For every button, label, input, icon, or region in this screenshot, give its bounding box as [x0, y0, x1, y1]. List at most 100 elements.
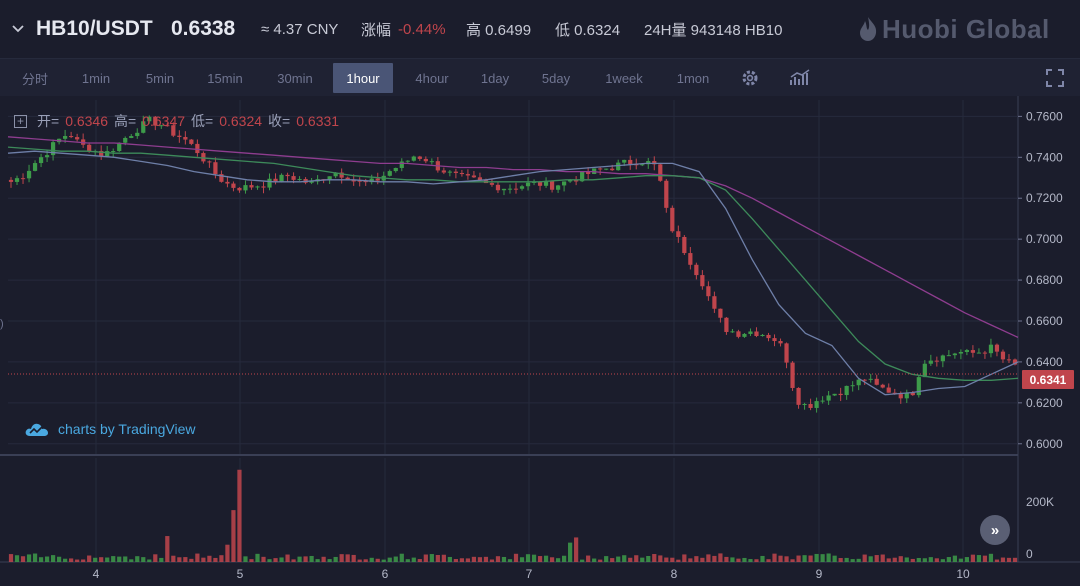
candle-body: [832, 393, 837, 396]
candle-body: [844, 385, 849, 396]
toggle-legend-icon[interactable]: +: [14, 114, 27, 128]
candle-body: [129, 136, 134, 138]
candle-body: [171, 125, 176, 136]
volume-bar: [513, 553, 519, 562]
volume-bar: [904, 557, 909, 562]
timeframe-5min[interactable]: 5min: [145, 70, 175, 86]
volume-bar: [525, 554, 531, 562]
panel-handle-icon[interactable]: ): [0, 318, 4, 330]
candle-body: [417, 156, 422, 159]
timeframe-30min[interactable]: 30min: [277, 70, 313, 86]
high-value: 0.6347: [142, 113, 186, 129]
last-price: 0.6338: [171, 17, 236, 40]
fullscreen-icon[interactable]: [1042, 65, 1068, 91]
volume-bar: [586, 555, 591, 562]
ticker-bar: HB10/USDT 0.6338 ≈ 4.37 CNY 涨幅 -0.44% 高 …: [0, 0, 1080, 58]
candle-body: [423, 158, 428, 162]
y-tick-label: 0.7600: [1026, 109, 1063, 123]
candle-body: [928, 360, 933, 364]
gear-icon[interactable]: [737, 65, 763, 91]
price-chart[interactable]: 0.7600 0.7400 0.7200 0.7000 0.6800 0.6600 0.64…: [0, 96, 1080, 586]
volume-bar: [916, 557, 921, 562]
volume-bar: [273, 558, 278, 562]
candle-body: [934, 360, 939, 362]
volume-bar: [345, 554, 350, 562]
cloud-icon: [25, 423, 48, 436]
candle-body: [195, 143, 200, 154]
volume-bar: [14, 555, 20, 562]
timeframe-1hour[interactable]: 1hour: [333, 63, 393, 93]
volume-bar: [255, 553, 260, 562]
volume-bar: [628, 557, 633, 562]
candle-body: [754, 331, 759, 337]
chevron-down-icon[interactable]: [12, 0, 24, 58]
attribution-text: charts by TradingView: [58, 421, 196, 437]
volume-bar: [928, 557, 933, 562]
candle-body: [976, 352, 982, 354]
volume-bar: [724, 556, 729, 562]
volume-bar: [1012, 557, 1018, 562]
volume-bar: [213, 557, 218, 562]
volume-bar: [543, 555, 549, 562]
candle-body: [261, 186, 266, 188]
timeframe-分时[interactable]: 分时: [21, 71, 48, 87]
volume-bar: [598, 559, 603, 562]
volume-bar: [700, 557, 705, 562]
close-value: 0.6331: [296, 113, 340, 129]
tradingview-attribution[interactable]: charts by TradingView: [24, 421, 195, 437]
timeframe-5day[interactable]: 5day: [541, 70, 571, 86]
pair-name[interactable]: HB10/USDT: [36, 17, 153, 40]
candle-body: [8, 179, 14, 182]
candle-body: [333, 172, 338, 177]
timeframe-4hour[interactable]: 4hour: [415, 70, 449, 86]
volume-bar: [892, 557, 897, 562]
low-value: 0.6324: [219, 113, 263, 129]
candle-body: [153, 116, 158, 126]
candle-body: [189, 139, 194, 144]
volume-bar: [592, 558, 597, 562]
candle-body: [856, 379, 861, 386]
timeframe-1week[interactable]: 1week: [605, 70, 643, 86]
timeframe-15min[interactable]: 15min: [207, 70, 243, 86]
candle-body: [796, 387, 801, 405]
volume-bar: [610, 558, 615, 562]
candle-body: [694, 264, 699, 276]
scroll-to-latest-button[interactable]: »: [980, 515, 1010, 545]
volume-bar: [778, 555, 783, 562]
candle-body: [75, 137, 80, 140]
low-label: 低=: [191, 113, 214, 129]
volume-bar: [519, 557, 525, 562]
candle-body: [123, 137, 128, 143]
volume-24h: 24H量 943148 HB10: [644, 21, 783, 39]
volume-bar: [38, 557, 44, 562]
volume-bar: [495, 556, 501, 562]
volume-bar: [111, 556, 116, 562]
volume-bar: [321, 556, 326, 562]
volume-bar: [501, 556, 507, 562]
volume-bar: [555, 558, 561, 562]
candle-body: [604, 168, 609, 170]
volume-bar: [910, 558, 915, 562]
volume-bar: [291, 559, 296, 562]
indicator-icon[interactable]: [787, 65, 813, 91]
volume-bar: [219, 555, 224, 562]
timeframe-1day[interactable]: 1day: [480, 70, 510, 86]
candle-body: [429, 161, 434, 163]
volume-bar: [267, 559, 272, 562]
candle-body: [243, 185, 248, 191]
volume-bar: [315, 559, 320, 562]
volume-bar: [225, 544, 230, 562]
volume-bar: [874, 555, 879, 562]
candle-body: [495, 184, 501, 191]
candle-body: [622, 159, 627, 163]
volume-bar: [363, 559, 368, 562]
timeframe-1mon[interactable]: 1mon: [676, 70, 710, 86]
candle-body: [580, 171, 585, 182]
candle-body: [225, 181, 230, 184]
candle-body: [820, 400, 825, 402]
volume-bar: [640, 557, 645, 562]
candle-body: [946, 355, 951, 357]
candle-body: [940, 355, 945, 362]
volume-bar: [760, 555, 765, 562]
timeframe-1min[interactable]: 1min: [81, 70, 111, 86]
